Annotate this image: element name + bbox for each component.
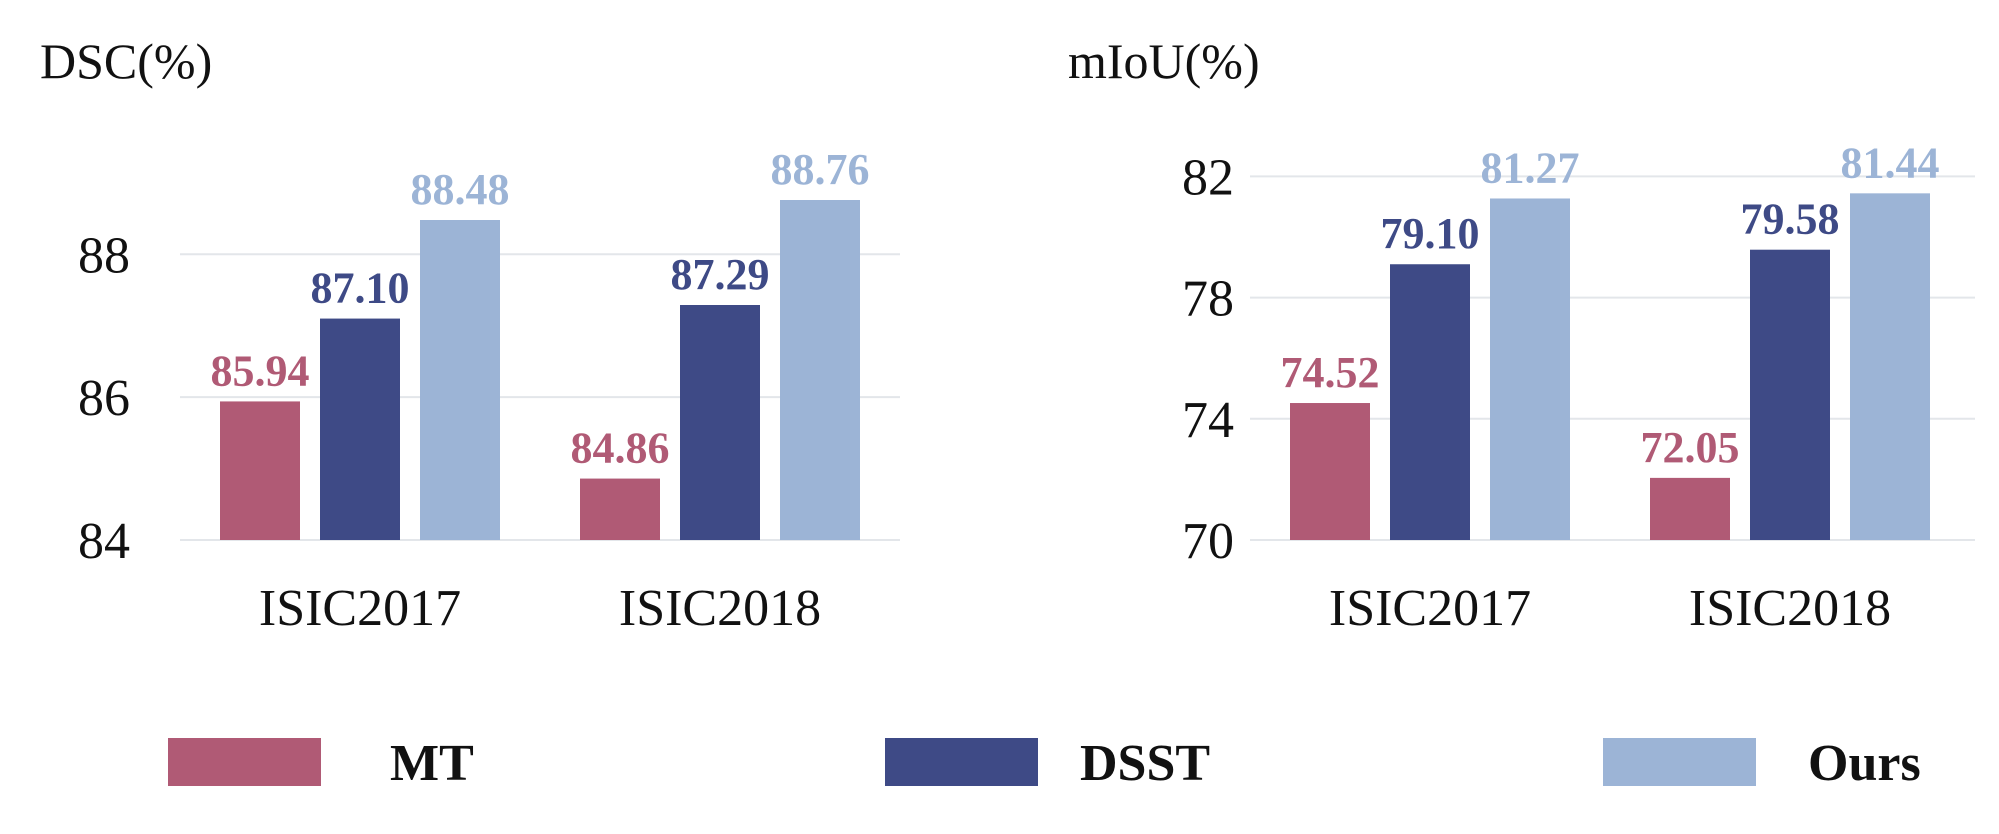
dsc-value-label-mt-isic2018: 84.86 [571,424,670,473]
legend-swatch-ours [1603,738,1756,786]
miou-bar-ours-isic2018 [1850,193,1930,541]
miou-value-label-mt-isic2017: 74.52 [1281,348,1380,397]
dsc-y-tick-label: 86 [78,370,130,427]
miou-bar-dsst-isic2018 [1750,249,1830,541]
dsc-value-label-mt-isic2017: 85.94 [211,346,310,395]
miou-value-label-dsst-isic2017: 79.10 [1381,209,1480,258]
dsc-bar-dsst-isic2017 [320,318,400,540]
miou-y-tick-label: 82 [1182,149,1234,206]
legend-swatch-mt [168,738,321,786]
miou-x-tick-label: ISIC2017 [1329,580,1531,637]
dsc-bar-ours-isic2017 [420,220,500,540]
legend: MT DSST Ours [168,735,1921,792]
miou-bar-ours-isic2017 [1490,198,1570,540]
miou-bar-mt-isic2017 [1290,403,1370,540]
miou-value-label-ours-isic2017: 81.27 [1481,143,1580,192]
legend-swatch-dsst [885,738,1038,786]
miou-y-tick-label: 74 [1182,392,1234,449]
dsc-bar-ours-isic2018 [780,200,860,540]
dsc-value-label-ours-isic2018: 88.76 [771,145,870,194]
dsc-chart-title: DSC(%) [40,33,212,89]
dsc-x-tick-label: ISIC2017 [259,580,461,637]
miou-bar-dsst-isic2017 [1390,264,1470,540]
dsc-y-tick-label: 88 [78,227,130,284]
miou-chart-title: mIoU(%) [1068,33,1260,89]
miou-value-label-ours-isic2018: 81.44 [1841,138,1940,187]
dsc-bar-dsst-isic2018 [680,305,760,540]
miou-x-tick-label: ISIC2018 [1689,580,1891,637]
miou-value-label-mt-isic2018: 72.05 [1641,423,1740,472]
legend-label-dsst: DSST [1080,735,1210,792]
dsc-bar-mt-isic2017 [220,401,300,540]
dsc-value-label-dsst-isic2017: 87.10 [311,264,410,313]
dsc-value-label-dsst-isic2018: 87.29 [671,250,770,299]
dsc-x-tick-label: ISIC2018 [619,580,821,637]
dsc-y-tick-label: 84 [78,513,130,570]
miou-value-label-dsst-isic2018: 79.58 [1741,195,1840,244]
legend-label-ours: Ours [1808,735,1921,792]
miou-bar-mt-isic2018 [1650,477,1730,540]
dsc-value-label-ours-isic2017: 88.48 [411,165,510,214]
miou-y-tick-label: 70 [1182,513,1234,570]
legend-label-mt: MT [390,735,474,792]
miou-y-tick-label: 78 [1182,271,1234,328]
dsc-bar-mt-isic2018 [580,478,660,540]
